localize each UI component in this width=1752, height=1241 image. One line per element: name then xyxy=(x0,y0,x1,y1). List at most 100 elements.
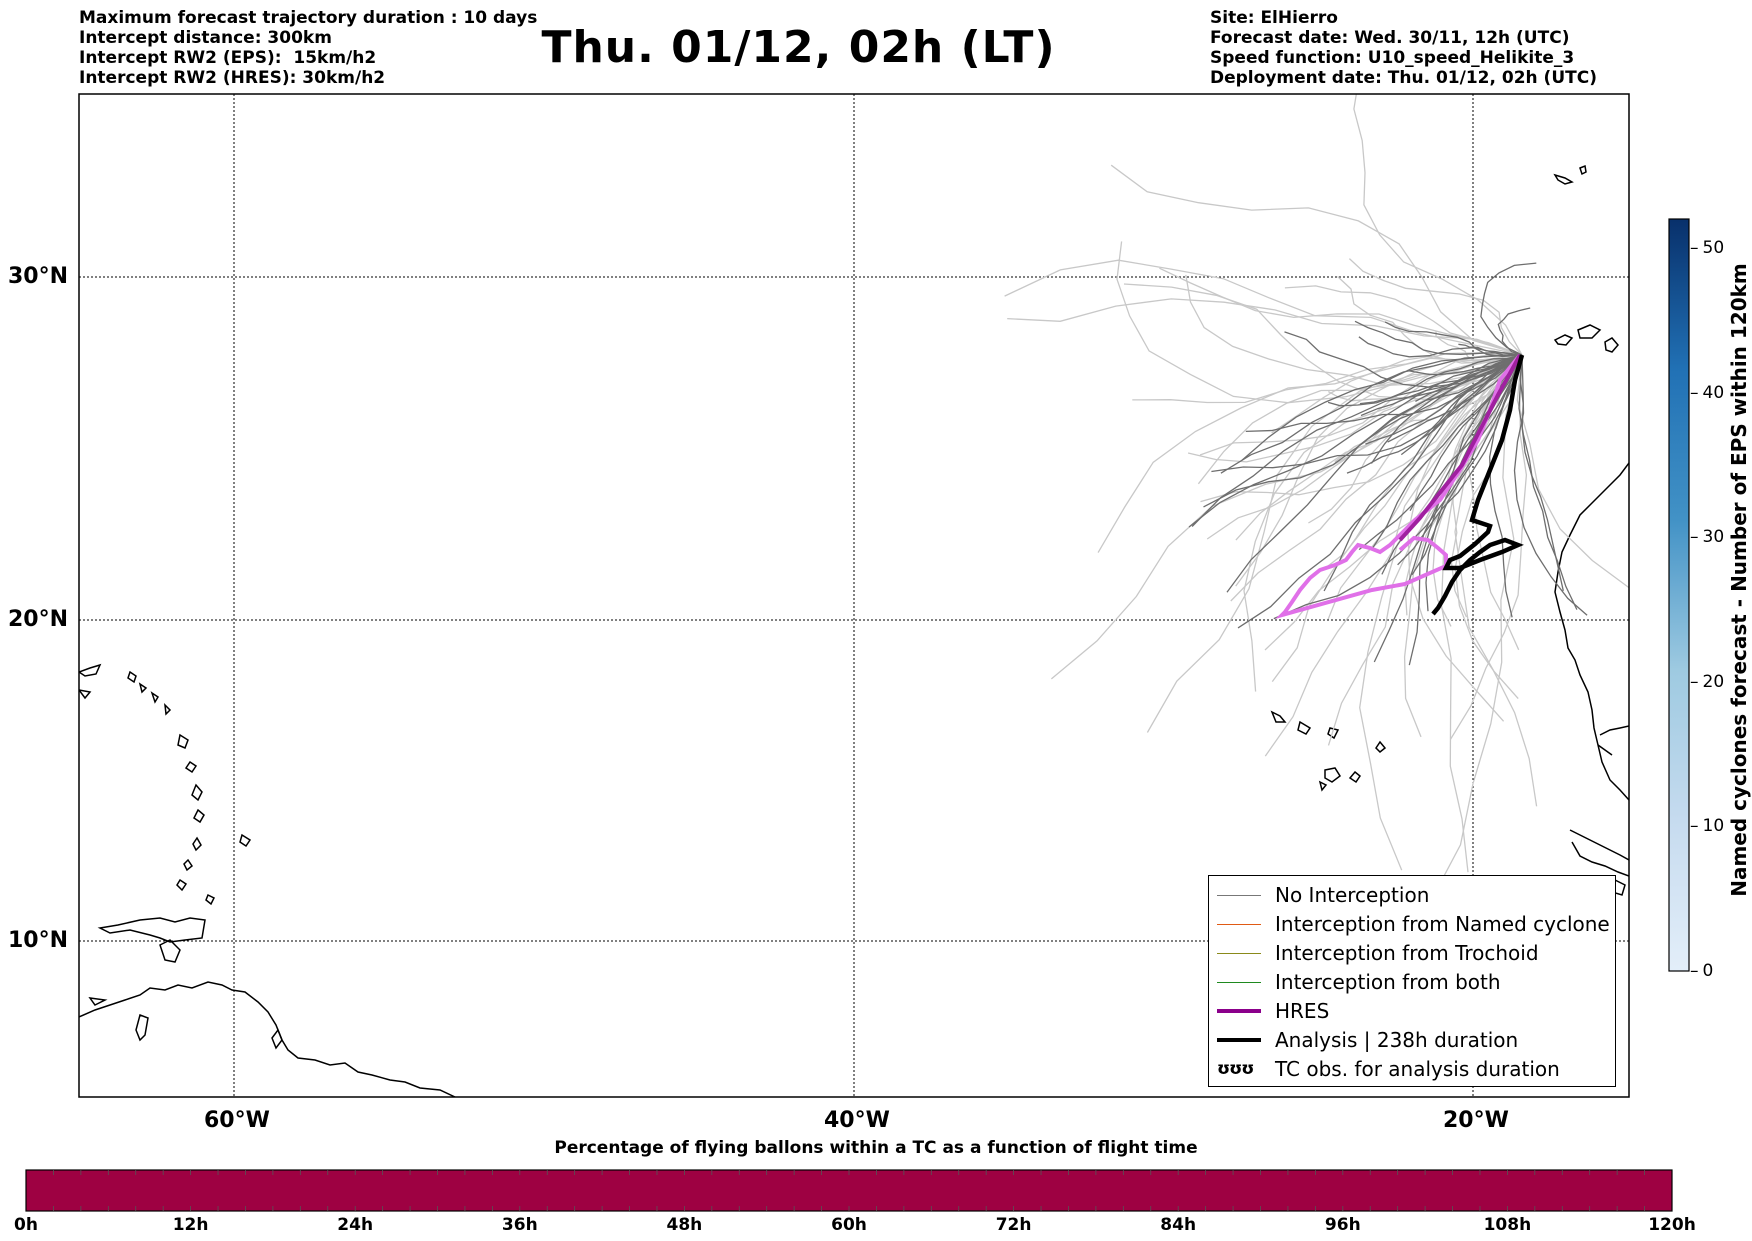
trajectory-line xyxy=(1397,354,1523,566)
trajectory-line xyxy=(1284,285,1523,356)
site-parameters: Site: ElHierro Forecast date: Wed. 30/11… xyxy=(1210,8,1597,88)
colorbar-label: Named cyclones forecast - Number of EPS … xyxy=(1727,263,1751,897)
legend-item: No Interception xyxy=(1209,882,1429,908)
trajectory-line xyxy=(1123,283,1523,400)
trajectory-line xyxy=(1435,331,1523,362)
legend-item: Interception from Trochoid xyxy=(1209,940,1539,966)
trajectory-line xyxy=(1480,262,1537,356)
trajectory-line xyxy=(1007,298,1523,356)
lat-label-10n: 10°N xyxy=(8,928,69,953)
colorbar-tick-label: –30 xyxy=(1690,527,1724,547)
trajectory-line xyxy=(1241,354,1523,461)
legend-label: Analysis | 238h duration xyxy=(1275,1028,1519,1052)
legend-item: Interception from both xyxy=(1209,969,1501,995)
percent-bar-tick-label: 120h xyxy=(1648,1215,1696,1235)
colorbar-tick-label: –20 xyxy=(1690,672,1724,692)
trajectory-line xyxy=(1132,352,1523,404)
colorbar-tick-label: –0 xyxy=(1690,961,1713,981)
trajectory-line xyxy=(1211,354,1523,473)
trajectory-line xyxy=(1110,164,1523,356)
trajectory-line xyxy=(1497,307,1531,356)
colorbar-tick-value: 40 xyxy=(1702,382,1725,403)
legend-label: Interception from Trochoid xyxy=(1275,941,1539,965)
trajectory-line xyxy=(1421,354,1523,963)
legend-label: Interception from both xyxy=(1275,970,1501,994)
trajectory-line xyxy=(1327,354,1523,620)
trajectory-line xyxy=(1381,354,1523,575)
trajectory-line xyxy=(1408,354,1523,666)
trajectory-line xyxy=(1458,343,1523,356)
colorbar-tick-label: –40 xyxy=(1690,383,1724,403)
colorbar-tick-value: 10 xyxy=(1702,816,1725,837)
trajectory-line xyxy=(1387,354,1523,443)
param-speed-function: Speed function: U10_speed_Helikite_3 xyxy=(1210,48,1575,68)
colorbar-tick-value: 50 xyxy=(1702,237,1725,258)
trajectory-line xyxy=(1415,354,1523,402)
colorbar-tick-label: –10 xyxy=(1690,816,1724,836)
colorbar-tick-mark: – xyxy=(1690,237,1698,258)
legend-label: TC obs. for analysis duration xyxy=(1275,1057,1560,1081)
trajectory-line xyxy=(1097,354,1523,553)
legend-item: ʊʊʊ TC obs. for analysis duration xyxy=(1209,1056,1560,1082)
trajectory-line xyxy=(1235,354,1523,587)
legend-line-swatch xyxy=(1217,894,1261,896)
trajectory-line xyxy=(1440,354,1523,873)
trajectory-line xyxy=(1411,354,1523,576)
lon-label-60w: 60°W xyxy=(204,1108,270,1133)
lon-label-40w: 40°W xyxy=(824,1108,890,1133)
trajectory-line xyxy=(1407,354,1523,722)
legend-line-swatch xyxy=(1217,923,1261,925)
trajectory-line xyxy=(1235,354,1523,541)
legend: No Interception Interception from Named c… xyxy=(1208,875,1616,1087)
trajectory-line xyxy=(1406,354,1523,376)
param-rw2-hres: Intercept RW2 (HRES): 30km/h2 xyxy=(79,68,386,88)
colorbar-tick-mark: – xyxy=(1690,382,1698,403)
trajectory-line xyxy=(1454,354,1538,807)
percent-bar-tick-label: 36h xyxy=(501,1215,538,1235)
trajectory-line xyxy=(1409,354,1523,512)
trajectory-line xyxy=(1513,354,1588,616)
percent-bar-tick-label: 72h xyxy=(995,1215,1032,1235)
trajectory-line xyxy=(1384,321,1523,358)
trajectory-line xyxy=(1358,354,1523,551)
trajectory-line xyxy=(1403,354,1523,738)
param-duration: Maximum forecast trajectory duration : 1… xyxy=(79,8,538,28)
trajectory-line xyxy=(1425,354,1523,612)
colorbar-tick-mark: – xyxy=(1690,961,1698,981)
trajectory-line xyxy=(1197,354,1523,485)
trajectory-line xyxy=(1360,354,1523,417)
trajectory-line xyxy=(1450,354,1523,618)
trajectory-line xyxy=(1200,354,1523,503)
trajectory-line xyxy=(1116,241,1523,404)
page-title: Thu. 01/12, 02h (LT) xyxy=(541,22,1056,73)
trajectory-line xyxy=(1322,354,1523,571)
colorbar-tick-value: 20 xyxy=(1702,671,1725,692)
trajectory-line xyxy=(1271,354,1523,434)
colorbar-tick-mark: – xyxy=(1690,671,1698,692)
eps-trajectories xyxy=(1004,94,1629,963)
trajectory-line xyxy=(1327,354,1523,746)
trajectory-line xyxy=(1308,354,1523,524)
trajectory-line xyxy=(1226,354,1523,593)
trajectory-line xyxy=(1243,354,1523,692)
trajectory-line xyxy=(1359,354,1523,871)
legend-line-swatch xyxy=(1217,1038,1261,1042)
trajectory-line xyxy=(1284,331,1523,388)
trajectory-line xyxy=(1400,354,1523,456)
param-forecast-date: Forecast date: Wed. 30/11, 12h (UTC) xyxy=(1210,28,1570,48)
cyclone-colorbar xyxy=(1668,218,1690,972)
trajectory-line xyxy=(1359,354,1523,405)
percent-bar-tick-label: 108h xyxy=(1483,1215,1532,1235)
trajectory-line xyxy=(1449,354,1528,740)
param-deployment-date: Deployment date: Thu. 01/12, 02h (UTC) xyxy=(1210,68,1597,88)
legend-item: HRES xyxy=(1209,998,1329,1024)
percent-bar-tick-label: 0h xyxy=(14,1215,38,1235)
trajectory-line xyxy=(1327,354,1523,402)
trajectory-line xyxy=(1519,354,1564,591)
colorbar-tick-label: –50 xyxy=(1690,238,1724,258)
trajectory-line xyxy=(1159,267,1523,356)
percent-bar-tick-label: 60h xyxy=(831,1215,867,1235)
trajectory-line xyxy=(1454,354,1523,700)
trajectory-line xyxy=(1203,354,1523,508)
trajectory-line xyxy=(1432,354,1523,627)
